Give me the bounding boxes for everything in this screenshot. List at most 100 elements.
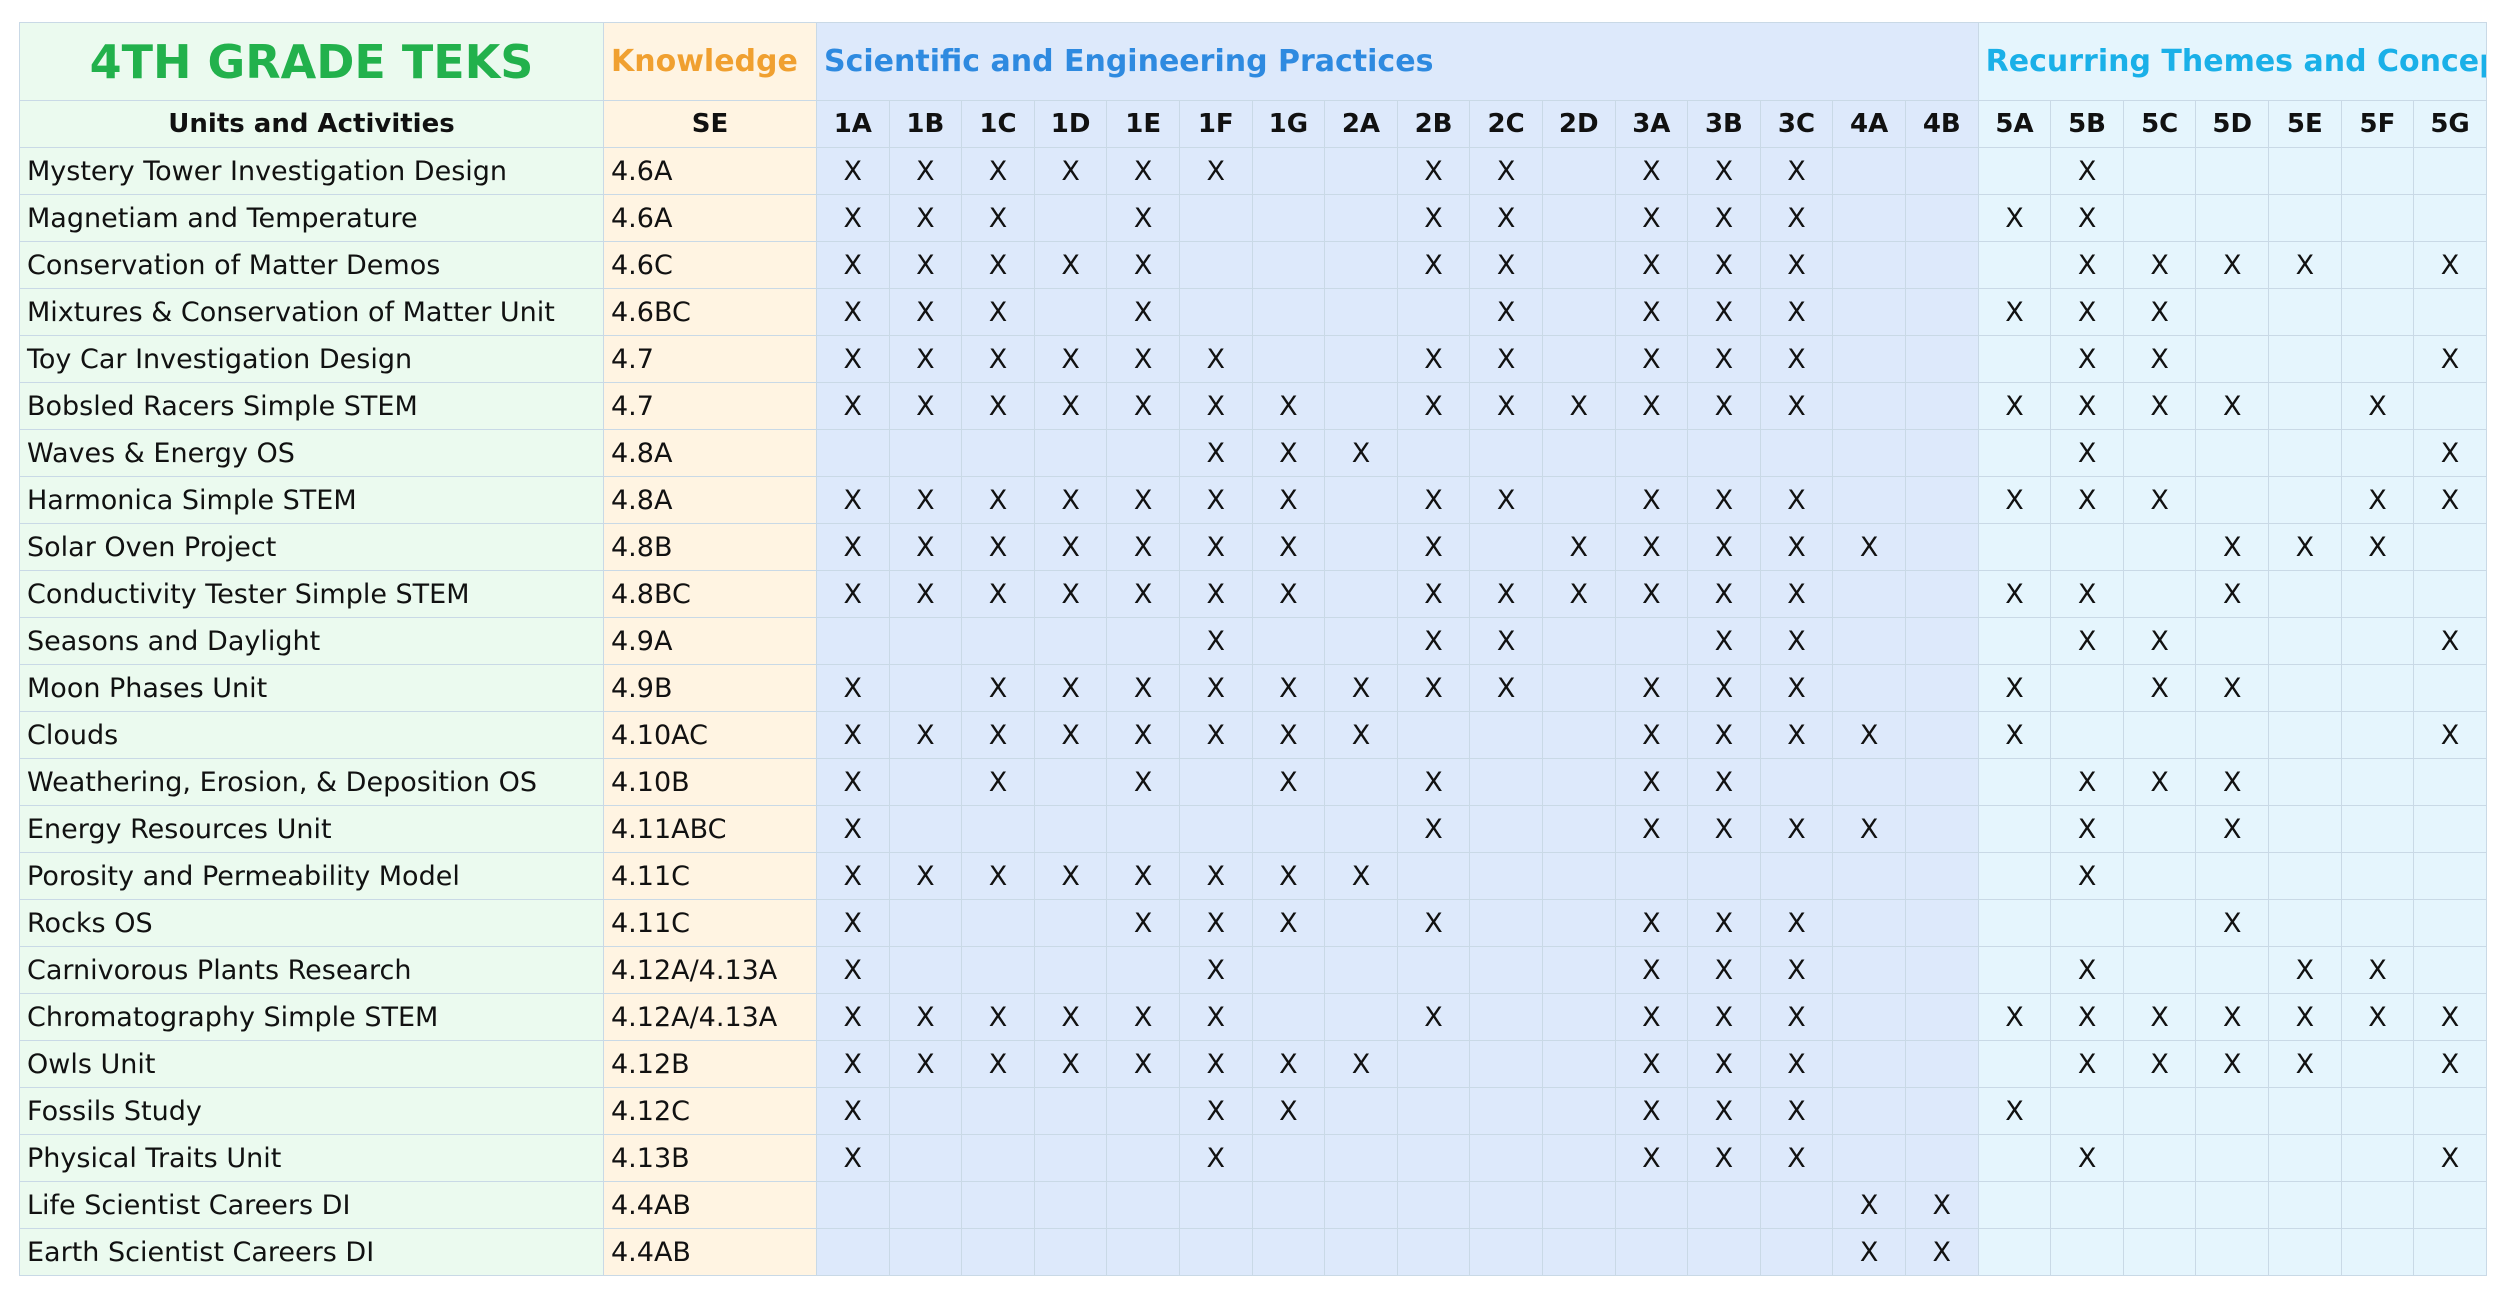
- se-code: 4.4AB: [603, 1181, 817, 1229]
- x-mark: X: [1396, 570, 1471, 618]
- empty-cell: [2050, 899, 2124, 947]
- column-code: 1G: [1251, 100, 1326, 148]
- se-code: 4.11C: [603, 852, 817, 900]
- empty-cell: [1396, 1134, 1471, 1182]
- empty-cell: [2195, 476, 2270, 524]
- unit-row: Solar Oven Project 4.8B X X X X X X X X X X X X X X X X: [19, 523, 2487, 571]
- unit-name: Magnetiam and Temperature: [19, 194, 604, 242]
- empty-cell: [1251, 946, 1326, 994]
- empty-cell: [1324, 1087, 1398, 1135]
- empty-cell: [1832, 664, 1906, 712]
- empty-cell: [1614, 852, 1689, 900]
- column-code: 5A: [1977, 100, 2052, 148]
- empty-cell: [2413, 194, 2487, 242]
- empty-cell: [1251, 617, 1326, 665]
- unit-name: Mixtures & Conservation of Matter Unit: [19, 288, 604, 336]
- empty-cell: [2340, 664, 2415, 712]
- x-mark: X: [1324, 852, 1398, 900]
- empty-cell: [2413, 523, 2487, 571]
- empty-cell: [816, 1181, 890, 1229]
- x-mark: X: [1759, 993, 1834, 1041]
- x-mark: X: [961, 335, 1035, 383]
- x-mark: X: [2050, 147, 2124, 195]
- se-code: 4.8B: [603, 523, 817, 571]
- empty-cell: [2122, 429, 2197, 477]
- empty-cell: [1614, 1181, 1689, 1229]
- empty-cell: [961, 1228, 1035, 1276]
- empty-cell: [2413, 147, 2487, 195]
- empty-cell: [1904, 194, 1979, 242]
- x-mark: X: [1178, 1134, 1253, 1182]
- x-mark: X: [1106, 523, 1180, 571]
- x-mark: X: [1178, 429, 1253, 477]
- x-mark: X: [1396, 194, 1471, 242]
- x-mark: X: [1106, 382, 1180, 430]
- column-code: 1F: [1178, 100, 1253, 148]
- x-mark: X: [1469, 476, 1543, 524]
- x-mark: X: [1178, 664, 1253, 712]
- unit-name: Toy Car Investigation Design: [19, 335, 604, 383]
- empty-cell: [2413, 758, 2487, 806]
- x-mark: X: [1178, 1040, 1253, 1088]
- empty-cell: [2340, 194, 2415, 242]
- empty-cell: [1832, 476, 1906, 524]
- empty-cell: [1469, 758, 1543, 806]
- x-mark: X: [2268, 1040, 2342, 1088]
- column-code: 2C: [1469, 100, 1543, 148]
- x-mark: X: [961, 476, 1035, 524]
- empty-cell: [1396, 946, 1471, 994]
- x-mark: X: [2122, 288, 2197, 336]
- x-mark: X: [2195, 805, 2270, 853]
- table-title: 4TH GRADE TEKS: [19, 22, 604, 101]
- x-mark: X: [2413, 993, 2487, 1041]
- empty-cell: [1324, 241, 1398, 289]
- empty-cell: [1396, 1087, 1471, 1135]
- empty-cell: [1541, 335, 1616, 383]
- x-mark: X: [1977, 288, 2052, 336]
- x-mark: X: [1977, 570, 2052, 618]
- x-mark: X: [1396, 147, 1471, 195]
- x-mark: X: [1178, 946, 1253, 994]
- empty-cell: [1033, 1134, 1108, 1182]
- empty-cell: [888, 1181, 963, 1229]
- x-mark: X: [2050, 758, 2124, 806]
- x-mark: X: [1178, 711, 1253, 759]
- empty-cell: [1033, 429, 1108, 477]
- se-code: 4.8A: [603, 476, 817, 524]
- empty-cell: [1977, 758, 2052, 806]
- empty-cell: [1832, 1087, 1906, 1135]
- x-mark: X: [1687, 899, 1761, 947]
- empty-cell: [1977, 1134, 2052, 1182]
- x-mark: X: [961, 523, 1035, 571]
- empty-cell: [2122, 194, 2197, 242]
- x-mark: X: [1178, 335, 1253, 383]
- se-code: 4.9B: [603, 664, 817, 712]
- empty-cell: [2340, 335, 2415, 383]
- empty-cell: [1324, 382, 1398, 430]
- empty-cell: [1033, 617, 1108, 665]
- empty-cell: [2050, 523, 2124, 571]
- empty-cell: [1541, 194, 1616, 242]
- se-code: 4.9A: [603, 617, 817, 665]
- empty-cell: [1251, 1134, 1326, 1182]
- empty-cell: [1469, 993, 1543, 1041]
- x-mark: X: [2122, 382, 2197, 430]
- empty-cell: [1904, 617, 1979, 665]
- empty-cell: [1251, 805, 1326, 853]
- x-mark: X: [1033, 147, 1108, 195]
- unit-row: Bobsled Racers Simple STEM 4.7 X X X X X X X X X X X…: [19, 382, 2487, 430]
- empty-cell: [2340, 758, 2415, 806]
- empty-cell: [1324, 1181, 1398, 1229]
- x-mark: X: [1832, 523, 1906, 571]
- empty-cell: [1324, 476, 1398, 524]
- empty-cell: [1977, 852, 2052, 900]
- x-mark: X: [1832, 711, 1906, 759]
- x-mark: X: [888, 993, 963, 1041]
- empty-cell: [1904, 899, 1979, 947]
- empty-cell: [1469, 899, 1543, 947]
- x-mark: X: [961, 194, 1035, 242]
- empty-cell: [2195, 1087, 2270, 1135]
- column-code: 3C: [1759, 100, 1834, 148]
- unit-row: Earth Scientist Careers DI 4.4AB X X: [19, 1228, 2487, 1276]
- empty-cell: [2340, 241, 2415, 289]
